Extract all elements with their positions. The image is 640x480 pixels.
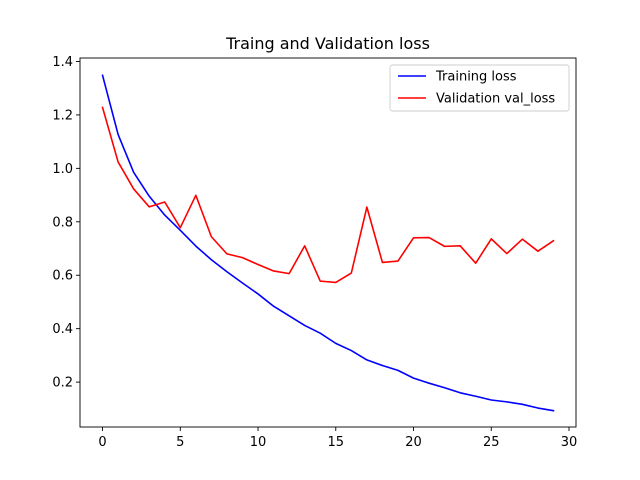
- y-tick-label: 0.4: [52, 322, 73, 337]
- x-tick-label: 0: [98, 435, 106, 450]
- plot-area: 0 5 10 15 20 25 30 0.2 0.4 0.6 0.8 1.0 1.2 1.4 Trainin…: [52, 55, 577, 450]
- y-tick-label: 0.2: [52, 376, 73, 391]
- x-tick-label: 5: [176, 435, 184, 450]
- legend-label-validation-loss: Validation val_loss: [436, 92, 555, 107]
- legend-label-training-loss: Training loss: [435, 70, 517, 85]
- x-tick-label: 25: [483, 435, 500, 450]
- x-tick-label: 30: [561, 435, 578, 450]
- series-line-training-loss: [101, 74, 555, 412]
- chart-title: Traing and Validation loss: [225, 34, 430, 53]
- y-tick-label: 0.6: [52, 269, 73, 284]
- y-tick-label: 1.2: [52, 108, 73, 123]
- x-tick-label: 15: [328, 435, 345, 450]
- x-tick-label: 20: [405, 435, 422, 450]
- y-tick-label: 1.0: [52, 162, 73, 177]
- axes-frame: [79, 57, 577, 428]
- series-line-validation-loss: [101, 106, 555, 284]
- y-tick-label: 0.8: [52, 215, 73, 230]
- y-tick-label: 1.4: [52, 55, 73, 70]
- x-tick-label: 10: [250, 435, 267, 450]
- legend-box: [389, 64, 570, 112]
